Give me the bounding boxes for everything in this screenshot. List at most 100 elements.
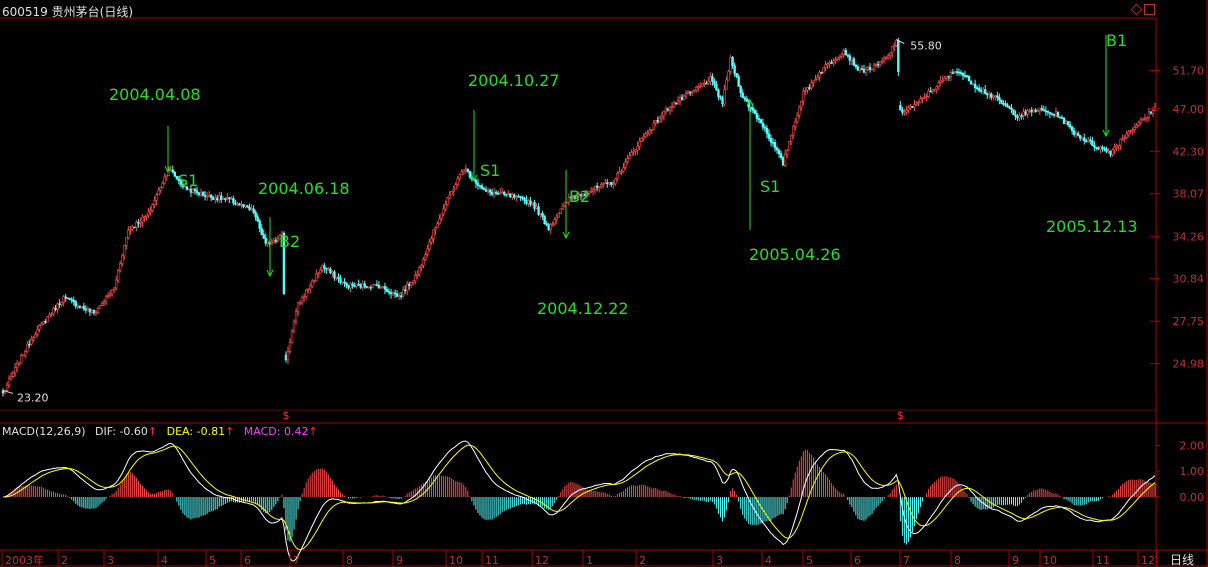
candle-body bbox=[226, 197, 229, 200]
candle-body bbox=[699, 85, 702, 88]
candle-body bbox=[149, 210, 152, 213]
month-label: 6 bbox=[244, 554, 251, 567]
candle-body bbox=[1127, 131, 1130, 135]
candle-body bbox=[1125, 133, 1128, 138]
candle-body bbox=[1111, 149, 1114, 155]
candle-body bbox=[1012, 109, 1015, 116]
candle-body bbox=[1085, 140, 1088, 143]
dea-value: -0.81 bbox=[196, 425, 226, 438]
candle-body bbox=[630, 152, 633, 157]
candle-body bbox=[137, 221, 140, 224]
candle-body bbox=[94, 311, 98, 314]
candle-body bbox=[199, 191, 203, 195]
annotation-signal: B2 bbox=[569, 187, 590, 206]
candle-body bbox=[1097, 147, 1100, 150]
candle-body bbox=[624, 161, 627, 168]
candle-body bbox=[1008, 106, 1011, 109]
candle-body bbox=[880, 60, 884, 63]
candle-body bbox=[1072, 130, 1076, 136]
dif-value: -0.60 bbox=[119, 425, 148, 438]
candle-body bbox=[721, 97, 724, 105]
candle-body bbox=[19, 355, 23, 364]
candle-body bbox=[313, 280, 316, 282]
candle-body bbox=[612, 183, 615, 185]
candle-body bbox=[294, 311, 298, 323]
candle-body bbox=[244, 205, 247, 208]
candle-body bbox=[399, 295, 403, 298]
price-axis: 51.70 47.00 42.30 38.07 34.26 30.84 27.75 24.98… bbox=[282, 64, 1204, 422]
candle-body bbox=[600, 184, 603, 187]
dea-label: DEA: bbox=[166, 425, 194, 438]
candle-body bbox=[990, 93, 993, 98]
month-label: 5 bbox=[806, 554, 813, 567]
candle-body bbox=[224, 198, 227, 200]
candle-body bbox=[155, 194, 158, 201]
candle-body bbox=[367, 286, 371, 289]
candle-body bbox=[175, 175, 179, 180]
candle-body bbox=[779, 153, 783, 158]
candle-body bbox=[371, 284, 375, 289]
candle-body bbox=[1004, 103, 1007, 106]
month-label: 11 bbox=[1096, 554, 1110, 567]
candle-body bbox=[1074, 133, 1078, 136]
candle-body bbox=[484, 189, 488, 192]
restore-icon[interactable] bbox=[1144, 4, 1155, 15]
candle-body bbox=[658, 117, 662, 123]
candle-body bbox=[494, 192, 498, 194]
candle-body bbox=[7, 378, 11, 386]
annotation-date: 2004.10.27 bbox=[468, 71, 560, 90]
candle-body bbox=[943, 78, 947, 81]
candle-body bbox=[755, 113, 759, 119]
candle-body bbox=[1113, 146, 1116, 151]
candle-body bbox=[874, 63, 878, 66]
candle-body bbox=[692, 89, 696, 92]
candle-body bbox=[34, 334, 37, 338]
candle-body bbox=[205, 195, 209, 198]
candle-body bbox=[711, 76, 714, 82]
candle-body bbox=[102, 301, 106, 304]
candle-body bbox=[591, 188, 595, 192]
candle-body bbox=[656, 119, 660, 123]
macd-label: MACD: bbox=[243, 425, 281, 438]
candle-body bbox=[1032, 109, 1035, 113]
candle-body bbox=[452, 188, 455, 192]
candle-body bbox=[587, 191, 591, 194]
candle-body bbox=[127, 229, 130, 239]
candle-body bbox=[547, 224, 550, 230]
candle-body bbox=[854, 64, 858, 68]
candle-body bbox=[828, 62, 831, 65]
candle-body bbox=[666, 108, 670, 111]
annotation-date: 2005.12.13 bbox=[1046, 217, 1138, 236]
price-tick-label: 51.70 bbox=[1173, 64, 1205, 77]
candle-body bbox=[798, 106, 801, 116]
candle-body bbox=[785, 149, 789, 155]
candle-body bbox=[695, 86, 698, 91]
candle-body bbox=[921, 97, 924, 100]
candle-body bbox=[496, 193, 500, 195]
candle-body bbox=[1058, 116, 1062, 119]
candle-body bbox=[462, 169, 466, 173]
candle-body bbox=[682, 95, 686, 100]
candle-body bbox=[992, 96, 995, 98]
candle-body bbox=[535, 206, 538, 209]
dea-arrow: ↑ bbox=[225, 425, 235, 438]
candle-body bbox=[193, 188, 197, 192]
candle-body bbox=[1020, 115, 1023, 117]
candle-body bbox=[820, 72, 823, 74]
candle-body bbox=[375, 284, 379, 286]
candle-body bbox=[913, 104, 916, 108]
candle-body bbox=[222, 198, 225, 200]
candle-body bbox=[100, 303, 104, 306]
candle-body bbox=[119, 263, 122, 271]
candle-body bbox=[751, 107, 755, 111]
candle-body bbox=[418, 267, 421, 275]
candle-body bbox=[129, 229, 132, 231]
candle-body bbox=[979, 90, 983, 92]
candle-body bbox=[112, 287, 116, 291]
candle-body bbox=[723, 88, 726, 105]
candle-body bbox=[482, 188, 486, 190]
candle-body bbox=[78, 305, 82, 309]
candle-body bbox=[654, 119, 657, 124]
candle-body bbox=[1121, 138, 1124, 140]
candle-body bbox=[1131, 129, 1134, 132]
